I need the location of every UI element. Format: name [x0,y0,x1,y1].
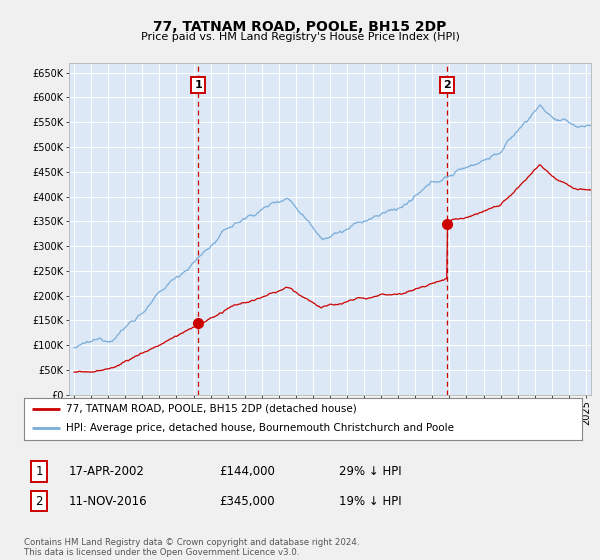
Text: 2: 2 [35,494,43,508]
Text: 1: 1 [35,465,43,478]
Text: Price paid vs. HM Land Registry's House Price Index (HPI): Price paid vs. HM Land Registry's House … [140,32,460,43]
Text: 1: 1 [194,80,202,90]
Text: 77, TATNAM ROAD, POOLE, BH15 2DP: 77, TATNAM ROAD, POOLE, BH15 2DP [154,20,446,34]
Text: 11-NOV-2016: 11-NOV-2016 [69,494,148,508]
Text: £144,000: £144,000 [219,465,275,478]
Text: 2: 2 [443,80,451,90]
Text: HPI: Average price, detached house, Bournemouth Christchurch and Poole: HPI: Average price, detached house, Bour… [66,423,454,433]
Text: £345,000: £345,000 [219,494,275,508]
Text: Contains HM Land Registry data © Crown copyright and database right 2024.
This d: Contains HM Land Registry data © Crown c… [24,538,359,557]
Text: 19% ↓ HPI: 19% ↓ HPI [339,494,401,508]
Text: 77, TATNAM ROAD, POOLE, BH15 2DP (detached house): 77, TATNAM ROAD, POOLE, BH15 2DP (detach… [66,404,356,414]
Text: 17-APR-2002: 17-APR-2002 [69,465,145,478]
Text: 29% ↓ HPI: 29% ↓ HPI [339,465,401,478]
